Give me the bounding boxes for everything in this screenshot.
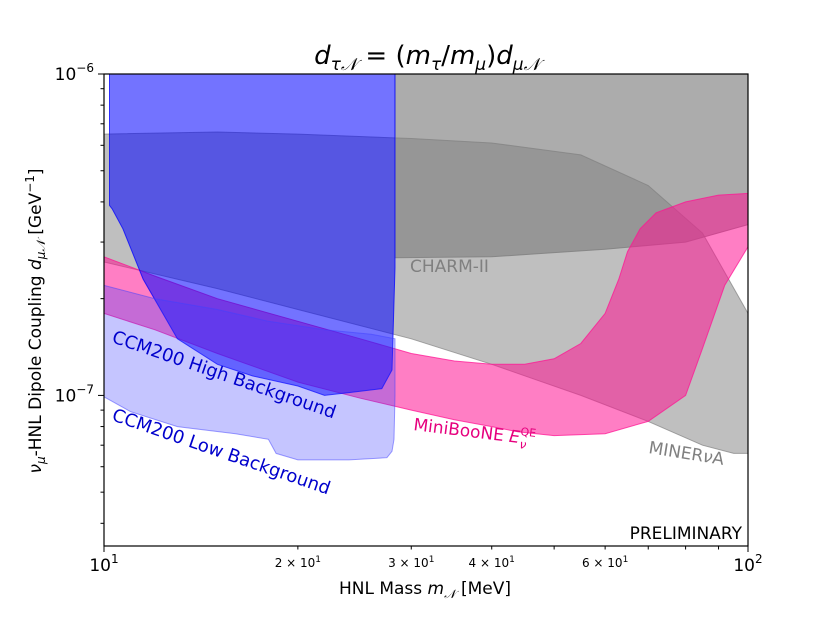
exclusion-regions	[103, 73, 749, 461]
region-miniboone	[103, 192, 749, 437]
preliminary-watermark: PRELIMINARY	[630, 524, 743, 544]
region-ccm200-low-background	[103, 284, 396, 461]
x-tick-label: 102	[733, 552, 762, 576]
x-minor-tick-label: 2 × 101	[275, 555, 321, 570]
x-minor-tick-label: 6 × 101	[582, 555, 628, 570]
x-minor-tick-label: 4 × 101	[469, 555, 515, 570]
chart-title: dτ𝒩 = (mτ/mμ)dμ𝒩	[314, 41, 546, 75]
label-charm-ii: CHARM-II	[410, 257, 489, 277]
region-ccm200-high-background	[109, 73, 396, 396]
plot-frame	[103, 73, 749, 547]
x-tick-label: 101	[89, 552, 118, 576]
y-axis-label: νμ-HNL Dipole Coupling dμ𝒩 [GeV−1]	[23, 168, 48, 473]
y-tick-label: 10−7	[55, 382, 94, 406]
y-tick-label: 10−6	[55, 61, 94, 85]
axis-ticks: 101 102 2 × 101 3 × 101 4 × 101 6 × 101 10−7 10…	[55, 61, 763, 576]
x-axis-label: HNL Mass m𝒩 [MeV]	[339, 579, 511, 601]
x-minor-tick-label: 3 × 101	[388, 555, 434, 570]
